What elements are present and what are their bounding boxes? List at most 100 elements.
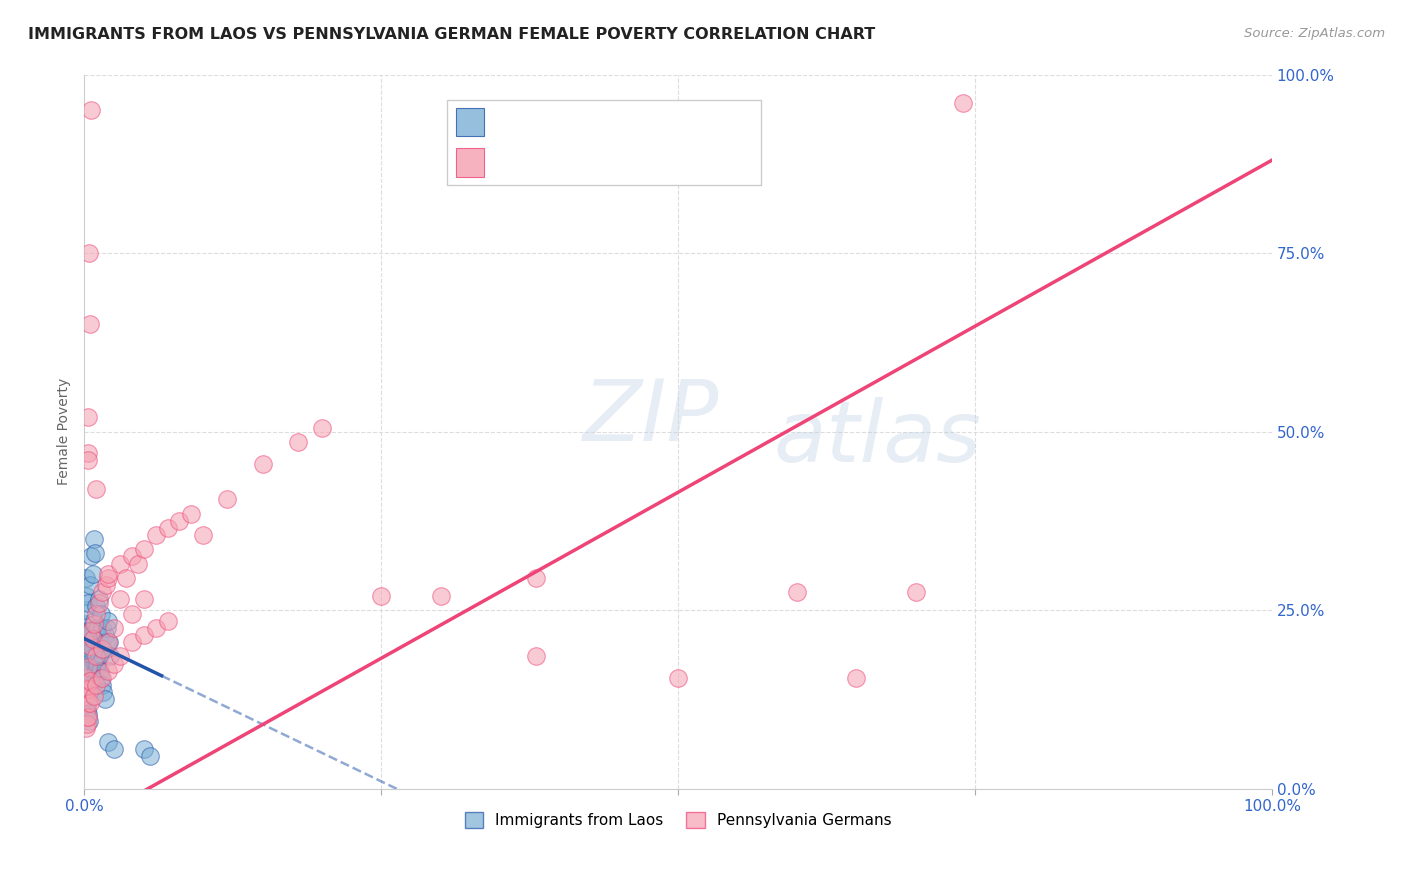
Point — [108, 649, 131, 664]
Point — [84, 664, 107, 678]
Point — [666, 671, 689, 685]
Point — [311, 421, 333, 435]
Point — [98, 635, 121, 649]
Point — [370, 589, 392, 603]
Point — [77, 628, 100, 642]
Point — [80, 103, 103, 118]
Point — [138, 749, 160, 764]
Point — [77, 714, 100, 728]
Point — [83, 532, 105, 546]
Point — [77, 681, 100, 696]
Point — [75, 628, 97, 642]
Point — [75, 642, 97, 657]
Point — [75, 571, 97, 585]
Point — [82, 632, 104, 646]
Point — [77, 706, 100, 721]
Point — [75, 653, 97, 667]
Point — [97, 567, 120, 582]
Point — [76, 646, 98, 660]
Point — [84, 678, 107, 692]
Point — [83, 617, 105, 632]
Point — [76, 639, 98, 653]
Point — [79, 674, 101, 689]
Point — [666, 103, 689, 118]
Point — [93, 628, 115, 642]
Point — [80, 624, 103, 639]
Point — [83, 614, 105, 628]
Point — [75, 685, 97, 699]
Point — [132, 628, 155, 642]
Point — [84, 546, 107, 560]
Point — [93, 685, 115, 699]
Point — [79, 642, 101, 657]
Point — [91, 671, 114, 685]
Point — [145, 528, 167, 542]
Point — [77, 710, 100, 724]
Point — [75, 617, 97, 632]
Point — [93, 692, 115, 706]
Point — [77, 596, 100, 610]
Point — [75, 603, 97, 617]
Point — [103, 657, 125, 671]
Point — [79, 578, 101, 592]
Point — [145, 621, 167, 635]
Point — [75, 664, 97, 678]
Point — [191, 528, 214, 542]
Point — [87, 592, 110, 607]
Point — [75, 646, 97, 660]
Point — [84, 649, 107, 664]
Point — [86, 657, 108, 671]
Point — [169, 514, 191, 528]
Point — [89, 664, 111, 678]
Point — [79, 318, 101, 332]
Point — [91, 678, 114, 692]
Point — [97, 635, 120, 649]
Point — [87, 596, 110, 610]
Point — [77, 246, 100, 260]
Point — [156, 521, 179, 535]
Point — [80, 549, 103, 564]
Point — [75, 678, 97, 692]
Point — [429, 589, 451, 603]
Point — [132, 742, 155, 756]
Point — [121, 635, 143, 649]
Point — [76, 624, 98, 639]
Point — [524, 649, 547, 664]
Point — [75, 671, 97, 685]
Point — [75, 721, 97, 735]
Point — [77, 674, 100, 689]
Point — [77, 657, 100, 671]
Y-axis label: Female Poverty: Female Poverty — [58, 378, 72, 485]
Point — [75, 671, 97, 685]
Point — [83, 689, 105, 703]
Point — [77, 410, 100, 425]
Point — [287, 435, 309, 450]
Point — [77, 624, 100, 639]
Point — [93, 642, 115, 657]
Point — [76, 657, 98, 671]
Point — [156, 614, 179, 628]
Point — [115, 571, 138, 585]
Point — [77, 649, 100, 664]
Point — [90, 671, 112, 685]
Point — [252, 457, 274, 471]
Point — [904, 585, 927, 599]
Point — [82, 678, 104, 692]
Point — [91, 621, 114, 635]
Point — [84, 607, 107, 621]
Point — [97, 614, 120, 628]
Point — [76, 681, 98, 696]
Point — [94, 635, 117, 649]
Point — [91, 585, 114, 599]
Point — [845, 671, 868, 685]
Point — [103, 742, 125, 756]
Text: ZIP: ZIP — [583, 376, 720, 458]
Point — [75, 657, 97, 671]
Point — [76, 710, 98, 724]
Point — [108, 557, 131, 571]
Legend: Immigrants from Laos, Pennsylvania Germans: Immigrants from Laos, Pennsylvania Germa… — [458, 806, 897, 834]
Point — [77, 453, 100, 467]
Point — [76, 696, 98, 710]
Point — [90, 607, 112, 621]
Point — [84, 599, 107, 614]
